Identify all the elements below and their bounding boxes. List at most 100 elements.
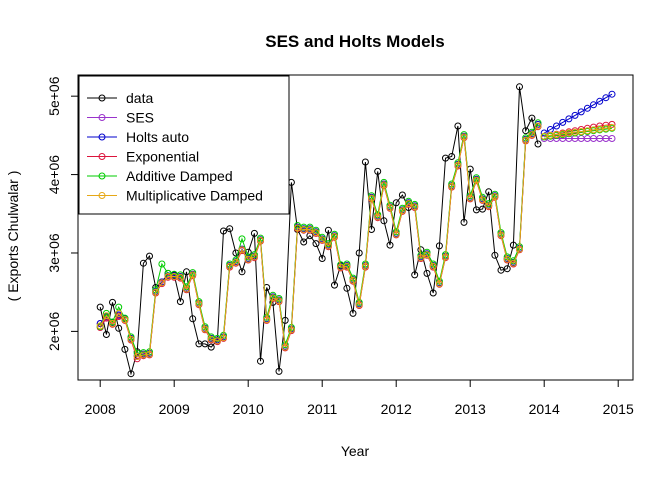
data-point xyxy=(491,251,499,259)
data-point xyxy=(139,259,147,267)
data-point xyxy=(503,265,511,273)
multiplicative-damped-point xyxy=(121,316,129,324)
multiplicative-damped-point xyxy=(207,335,215,343)
multiplicative-damped-point xyxy=(189,271,197,279)
x-tick-label: 2008 xyxy=(85,401,116,417)
y-tick-label: 3e+06 xyxy=(46,233,62,273)
data-point xyxy=(146,252,153,260)
multiplicative-damped-point xyxy=(516,245,523,253)
multiplicative-damped-point xyxy=(534,122,542,130)
multiplicative-damped-point xyxy=(349,276,357,284)
multiplicative-damped-point xyxy=(509,259,517,267)
multiplicative-damped-point xyxy=(466,194,474,202)
plot-series xyxy=(96,83,616,378)
multiplicative-damped-point xyxy=(244,255,252,263)
data-point xyxy=(312,240,320,248)
legend-item: Additive Damped xyxy=(87,168,233,184)
multiplicative-damped-point xyxy=(263,316,271,324)
multiplicative-damped-point xyxy=(423,251,431,259)
data-point xyxy=(522,127,530,135)
legend-label: data xyxy=(126,90,153,106)
data-point xyxy=(343,284,351,292)
multiplicative-damped-point xyxy=(312,229,320,237)
multiplicative-damped-point xyxy=(146,350,153,358)
multiplicative-damped-point xyxy=(405,200,412,208)
multiplicative-damped-point xyxy=(133,353,141,360)
multiplicative-damped-point xyxy=(429,262,437,270)
data-point xyxy=(497,266,505,274)
legend-label: Holts auto xyxy=(126,129,189,145)
multiplicative-damped-point xyxy=(528,131,536,139)
additive-damped-point xyxy=(503,253,511,261)
holts-auto-forecast-point xyxy=(590,101,597,109)
data-point xyxy=(460,218,468,226)
data-point xyxy=(435,242,443,250)
data-point xyxy=(226,225,234,233)
multiplicative-damped-point xyxy=(257,236,264,244)
multiplicative-damped-point xyxy=(269,294,277,302)
multiplicative-damped-point xyxy=(368,194,375,202)
additive-damped-point xyxy=(392,228,400,236)
multiplicative-damped-point xyxy=(343,262,351,270)
additive-damped-point xyxy=(306,223,314,231)
data-point xyxy=(386,241,394,249)
data-point xyxy=(109,298,116,306)
multiplicative-damped-point xyxy=(201,325,209,333)
multiplicative-damped-point xyxy=(380,181,388,189)
data-point xyxy=(102,331,110,338)
additive-damped-point xyxy=(466,192,474,200)
multiplicative-damped-point xyxy=(238,246,246,254)
holts-auto-forecast-point xyxy=(559,118,567,126)
multiplicative-damped-point xyxy=(213,337,221,345)
plot-frame xyxy=(77,74,634,381)
data-point xyxy=(115,324,123,332)
data-point xyxy=(534,140,542,148)
multiplicative-damped-point xyxy=(454,161,462,169)
holts-auto-forecast-point xyxy=(602,94,610,102)
legend-item: Exponential xyxy=(87,149,199,165)
additive-damped-point xyxy=(158,260,166,268)
legend-swatch-point xyxy=(98,192,106,199)
multiplicative-damped-point xyxy=(460,133,468,141)
multiplicative-damped-point xyxy=(497,231,505,239)
multiplicative-damped-point xyxy=(318,236,326,244)
data-point xyxy=(324,226,332,234)
multiplicative-damped-point xyxy=(294,224,301,232)
multiplicative-damped-point xyxy=(220,334,227,342)
multiplicative-damped-point xyxy=(281,343,289,351)
legend-swatch-point xyxy=(98,172,106,180)
data-point xyxy=(176,298,184,306)
data-point xyxy=(485,188,493,196)
holts-auto-forecast-point xyxy=(596,97,604,105)
legend-item: data xyxy=(87,90,153,106)
additive-damped-point xyxy=(146,348,153,356)
holts-auto-forecast-line xyxy=(543,93,613,134)
multiplicative-damped-point xyxy=(472,176,480,184)
legend-swatch-point xyxy=(98,153,106,160)
legend: data SES Holts auto Exponential Additive Dam… xyxy=(78,75,290,215)
multiplicative-damped-line xyxy=(99,125,539,358)
multiplicative-damped-point xyxy=(435,280,443,288)
data-point xyxy=(201,340,209,348)
legend-swatch-point xyxy=(98,114,106,121)
x-tick-label: 2015 xyxy=(603,401,634,417)
y-axis-label: ( Exports Chulwalar ) xyxy=(5,171,21,302)
x-tick-label: 2009 xyxy=(159,401,190,417)
data-point xyxy=(423,269,431,277)
multiplicative-damped-point xyxy=(306,226,314,233)
multiplicative-damped-point xyxy=(152,288,160,296)
multiplicative-damped-point xyxy=(411,203,419,211)
data-point xyxy=(516,83,523,91)
data-point xyxy=(238,268,246,276)
multiplicative-damped-point xyxy=(417,254,425,262)
data-point xyxy=(207,343,215,351)
x-axis-label: Year xyxy=(341,443,370,459)
x-tick-label: 2013 xyxy=(455,401,486,417)
multiplicative-damped-point xyxy=(183,285,190,293)
data-point xyxy=(448,153,456,160)
holts-auto-forecast-point xyxy=(583,104,591,112)
data-point xyxy=(127,370,135,378)
holts-auto-forecast-point xyxy=(577,108,585,116)
multiplicative-damped-point xyxy=(176,273,184,281)
multiplicative-damped-point xyxy=(250,253,258,261)
